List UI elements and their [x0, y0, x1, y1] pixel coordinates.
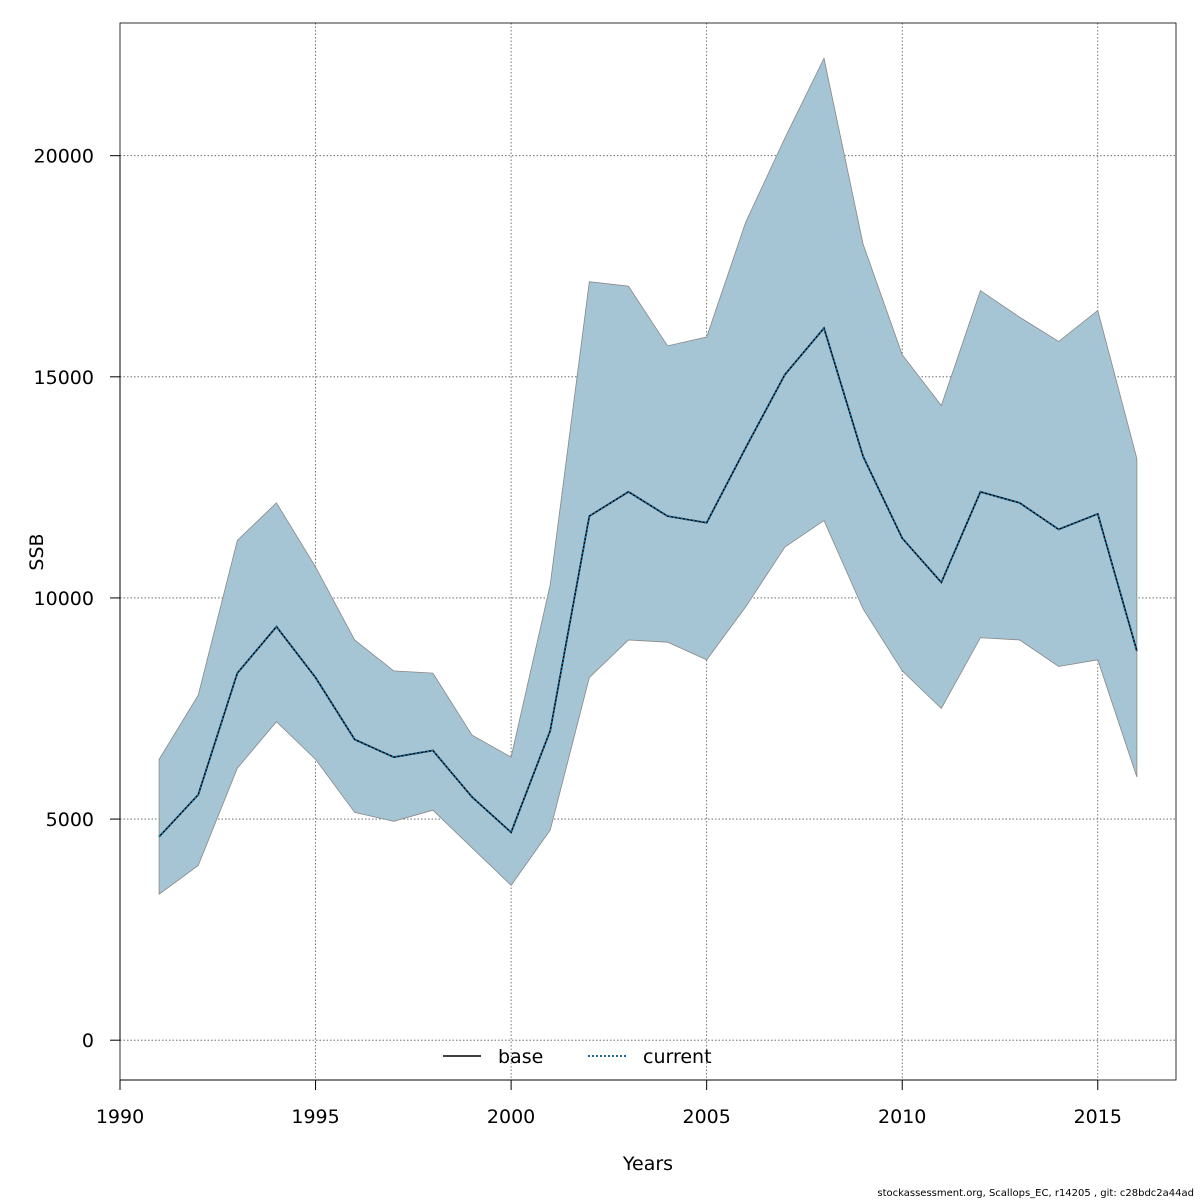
x-axis-title: Years: [622, 1153, 673, 1175]
y-axis-title: SSB: [26, 533, 48, 570]
x-axis: 1990 1995 2000 2005 2010 2015: [96, 1079, 1122, 1128]
legend: base current: [443, 1046, 712, 1068]
confidence-band-area: [158, 57, 1138, 896]
series-lines: [158, 326, 1138, 838]
x-tick-label-2010: 2010: [878, 1106, 926, 1128]
x-tick-label-1995: 1995: [291, 1106, 339, 1128]
y-axis: 0 5000 10000 15000 20000: [34, 146, 121, 1052]
y-tick-label-10000: 10000: [34, 588, 94, 610]
x-tick-label-2015: 2015: [1074, 1106, 1122, 1128]
series-line-current: [158, 326, 1138, 838]
x-tick-label-1990: 1990: [96, 1106, 144, 1128]
footer-credit: stockassessment.org, Scallops_EC, r14205…: [877, 1188, 1194, 1199]
legend-label-base: base: [498, 1046, 543, 1068]
y-tick-label-20000: 20000: [34, 146, 94, 168]
y-tick-label-5000: 5000: [46, 809, 94, 831]
y-tick-label-15000: 15000: [34, 367, 94, 389]
x-tick-label-2000: 2000: [487, 1106, 535, 1128]
y-tick-label-0: 0: [82, 1030, 94, 1052]
legend-label-current: current: [643, 1046, 712, 1068]
x-tick-label-2005: 2005: [682, 1106, 730, 1128]
confidence-band: [158, 57, 1138, 896]
